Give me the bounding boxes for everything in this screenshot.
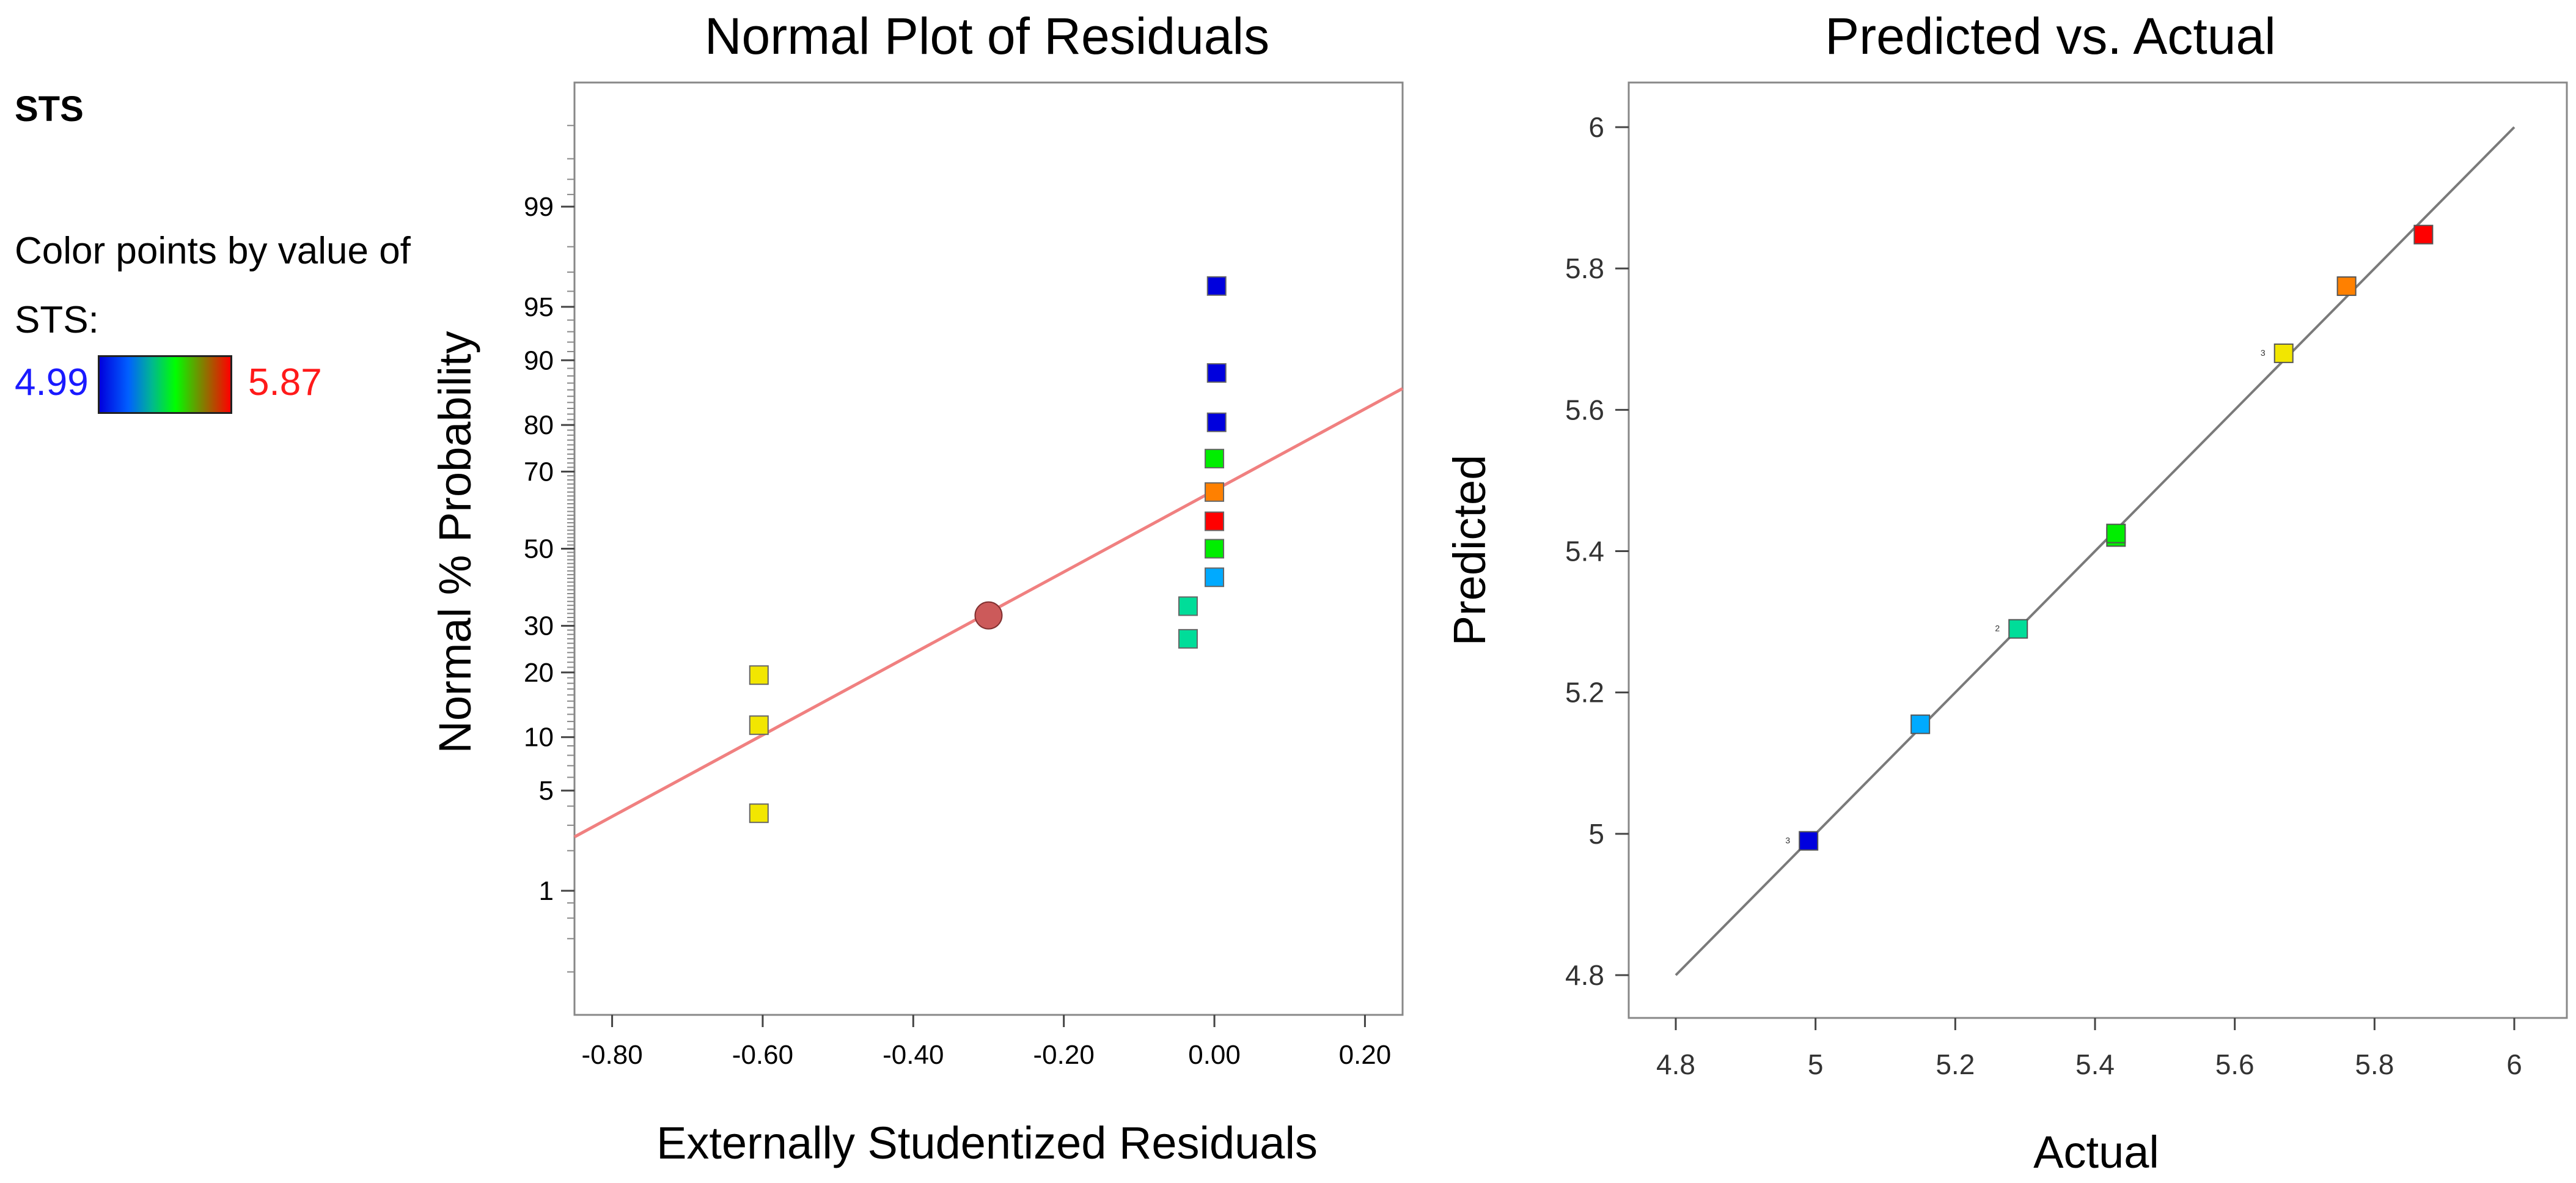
normal-plot-point bbox=[749, 715, 769, 735]
legend-min-value: 4.99 bbox=[15, 361, 89, 404]
predicted-vs-actual-y-axis-label: Predicted bbox=[1444, 455, 1495, 646]
predicted-vs-actual-x-ticks: 4.8 5 5.2 5.4 5.6 5.8 6 bbox=[1656, 1018, 2522, 1080]
normal-plot-point bbox=[1178, 628, 1198, 649]
normal-plot-point bbox=[1178, 596, 1198, 616]
predicted-vs-actual-x-tick-label: 4.8 bbox=[1656, 1048, 1695, 1080]
legend-color-gradient bbox=[98, 355, 232, 414]
normal-plot-frame bbox=[573, 81, 1404, 1016]
predicted-vs-actual-x-tick-label: 6 bbox=[2506, 1048, 2522, 1080]
predicted-vs-actual-y-tick-label: 5.6 bbox=[1565, 394, 1604, 426]
predicted-vs-actual-point-label: 2 bbox=[1995, 624, 2000, 633]
normal-plot-x-tick-label: -0.40 bbox=[883, 1040, 944, 1070]
predicted-vs-actual-y-tick-label: 5 bbox=[1588, 818, 1604, 850]
predicted-vs-actual-point bbox=[2273, 343, 2294, 363]
normal-plot-x-axis-label: Externally Studentized Residuals bbox=[656, 1118, 1318, 1168]
normal-plot-point bbox=[1205, 539, 1225, 559]
predicted-vs-actual-point-labels: 3 2 3 bbox=[1785, 348, 2265, 846]
normal-plot-x-tick-label: 0.20 bbox=[1339, 1040, 1392, 1070]
normal-plot-point bbox=[749, 665, 769, 685]
predicted-vs-actual-x-tick-label: 5.2 bbox=[1936, 1048, 1975, 1080]
normal-plot-point bbox=[1205, 449, 1225, 469]
normal-plot-y-tick-label: 1 bbox=[539, 876, 554, 906]
normal-plot-point bbox=[1205, 482, 1225, 502]
predicted-vs-actual-point bbox=[2336, 276, 2357, 297]
legend-caption-line1: Color points by value of bbox=[15, 230, 411, 272]
normal-plot-y-tick-label: 99 bbox=[524, 192, 554, 222]
color-legend: STS Color points by value of STS: 4.99 5… bbox=[0, 0, 440, 489]
predicted-vs-actual-y-tick-label: 5.8 bbox=[1565, 252, 1604, 284]
predicted-vs-actual-y-tick-label: 6 bbox=[1588, 111, 1604, 143]
predicted-vs-actual-points bbox=[1799, 224, 2434, 851]
predicted-vs-actual-point bbox=[2008, 619, 2028, 639]
predicted-vs-actual-x-axis-label: Actual bbox=[2033, 1127, 2159, 1177]
normal-plot-x-ticks: -0.80 -0.60 -0.40 -0.20 0.00 0.20 bbox=[581, 1015, 1391, 1070]
predicted-vs-actual-point-label: 3 bbox=[1785, 835, 1790, 845]
predicted-vs-actual-point bbox=[2106, 523, 2126, 544]
normal-plot-y-tick-label: 80 bbox=[524, 410, 554, 440]
normal-plot-point bbox=[1206, 412, 1227, 432]
normal-plot-y-tick-label: 5 bbox=[539, 776, 554, 806]
normal-plot-x-tick-label: -0.20 bbox=[1033, 1040, 1095, 1070]
normal-plot-point bbox=[1206, 363, 1227, 383]
legend-caption-line2: STS: bbox=[15, 299, 99, 341]
normal-plot-point bbox=[749, 803, 769, 824]
normal-plot-y-axis-label: Normal % Probability bbox=[430, 331, 480, 754]
predicted-vs-actual-y-tick-label: 5.2 bbox=[1565, 677, 1604, 709]
predicted-vs-actual-y-tick-label: 4.8 bbox=[1565, 959, 1604, 991]
predicted-vs-actual-x-tick-label: 5.4 bbox=[2075, 1048, 2115, 1080]
predicted-vs-actual-point bbox=[1910, 714, 1931, 734]
predicted-vs-actual-point bbox=[1799, 831, 1819, 851]
predicted-vs-actual-x-tick-label: 5 bbox=[1808, 1048, 1824, 1080]
normal-plot-y-tick-label: 50 bbox=[524, 534, 554, 564]
normal-plot-reference-point bbox=[974, 601, 1003, 630]
normal-plot-x-tick-label: -0.60 bbox=[732, 1040, 793, 1070]
normal-plot-y-tick-label: 20 bbox=[524, 658, 554, 688]
normal-plot-y-tick-label: 10 bbox=[524, 723, 554, 753]
normal-plot-panel: Normal Plot of Residuals 1 5 10 20 30 50 70 80 9… bbox=[430, 7, 1404, 1168]
normal-plot-y-tick-label: 70 bbox=[524, 457, 554, 487]
normal-plot-y-tick-label: 95 bbox=[524, 292, 554, 322]
normal-plot-y-minor-ticks bbox=[567, 125, 574, 973]
predicted-vs-actual-x-tick-label: 5.8 bbox=[2355, 1048, 2394, 1080]
normal-plot-point bbox=[1205, 567, 1225, 588]
predicted-vs-actual-frame bbox=[1627, 81, 2568, 1019]
normal-plot-y-ticks: 1 5 10 20 30 50 70 80 90 95 99 bbox=[524, 192, 574, 906]
predicted-vs-actual-point-label: 3 bbox=[2261, 348, 2266, 358]
normal-plot-x-tick-label: -0.80 bbox=[581, 1040, 642, 1070]
legend-max-value: 5.87 bbox=[248, 361, 322, 404]
normal-plot-title: Normal Plot of Residuals bbox=[705, 7, 1269, 65]
predicted-vs-actual-y-ticks: 4.8 5 5.2 5.4 5.6 5.8 6 bbox=[1565, 111, 1629, 991]
predicted-vs-actual-y-tick-label: 5.4 bbox=[1565, 536, 1604, 567]
predicted-vs-actual-point bbox=[2413, 224, 2434, 245]
normal-plot-point bbox=[1205, 511, 1225, 531]
predicted-vs-actual-panel: Predicted vs. Actual 4.8 5 5.2 5.4 5.6 5.8 6 4… bbox=[1444, 7, 2568, 1177]
normal-plot-points bbox=[749, 276, 1227, 824]
legend-title: STS bbox=[15, 89, 84, 129]
normal-plot-y-tick-label: 90 bbox=[524, 345, 554, 375]
normal-plot-y-tick-label: 30 bbox=[524, 611, 554, 641]
predicted-vs-actual-x-tick-label: 5.6 bbox=[2215, 1048, 2255, 1080]
normal-plot-point bbox=[1206, 276, 1227, 296]
normal-plot-x-tick-label: 0.00 bbox=[1188, 1040, 1241, 1070]
predicted-vs-actual-title: Predicted vs. Actual bbox=[1825, 7, 2276, 65]
